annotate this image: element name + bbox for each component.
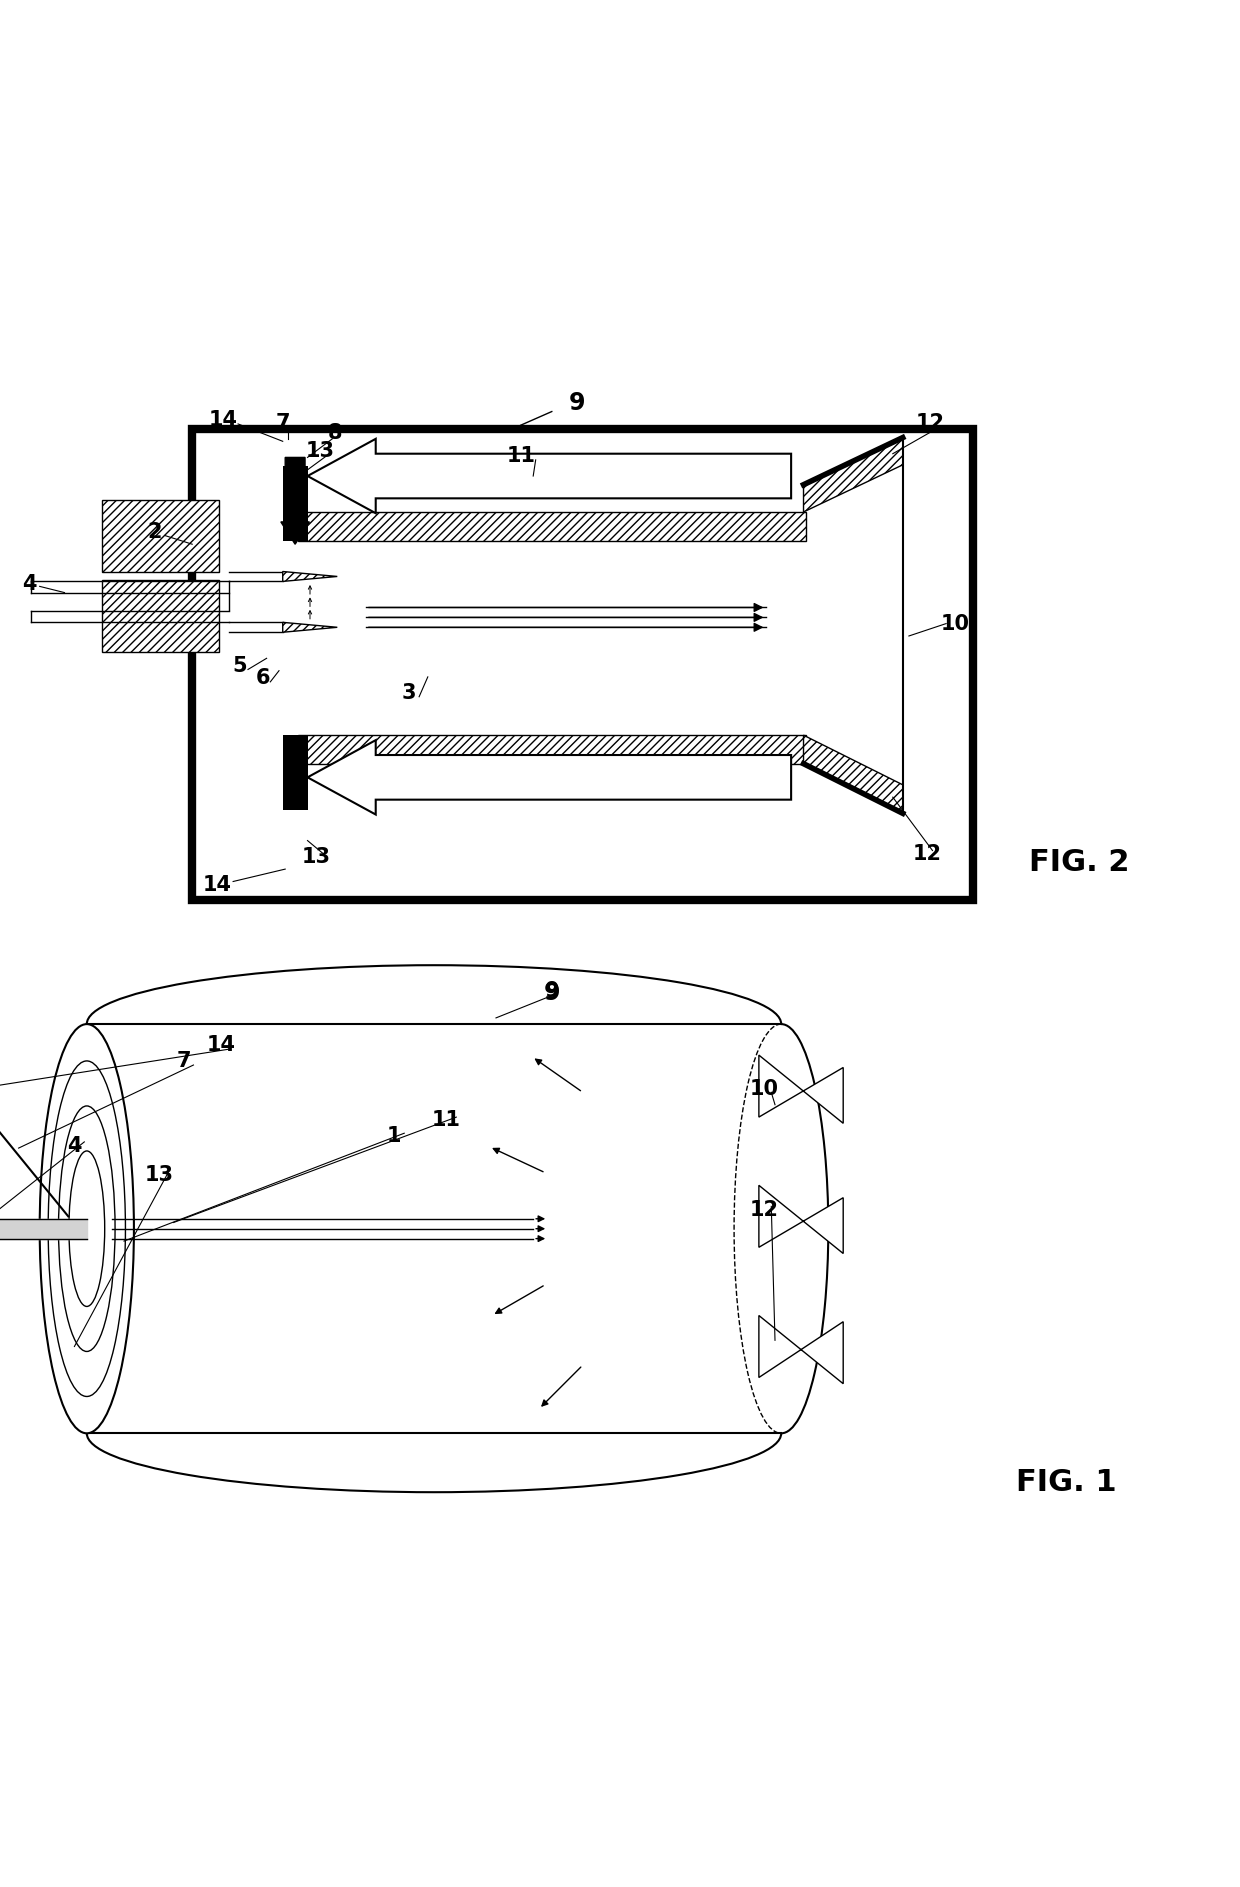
- Text: 10: 10: [749, 1079, 779, 1098]
- Polygon shape: [308, 740, 791, 815]
- Polygon shape: [759, 1185, 843, 1253]
- Text: 9: 9: [543, 981, 560, 1006]
- Text: 5: 5: [232, 657, 247, 676]
- Text: 12: 12: [749, 1200, 779, 1221]
- Text: 14: 14: [202, 876, 232, 894]
- Text: FIG. 1: FIG. 1: [1016, 1468, 1117, 1498]
- FancyArrow shape: [280, 457, 310, 543]
- Text: 9: 9: [568, 391, 585, 415]
- Polygon shape: [283, 572, 337, 581]
- Text: 9: 9: [544, 981, 559, 1000]
- Polygon shape: [298, 511, 806, 540]
- Text: 11: 11: [506, 445, 536, 466]
- Text: 13: 13: [301, 847, 331, 866]
- Text: 7: 7: [176, 1051, 191, 1072]
- Polygon shape: [298, 736, 806, 764]
- Polygon shape: [283, 466, 308, 540]
- Polygon shape: [804, 736, 903, 813]
- Text: 10: 10: [940, 613, 970, 634]
- Text: 6: 6: [255, 668, 270, 689]
- Polygon shape: [102, 579, 219, 653]
- Text: 11: 11: [432, 1110, 461, 1130]
- Polygon shape: [308, 440, 791, 513]
- Polygon shape: [283, 623, 337, 632]
- Polygon shape: [759, 1315, 843, 1383]
- Text: 4: 4: [22, 574, 37, 594]
- Ellipse shape: [40, 1025, 134, 1434]
- Text: 14: 14: [206, 1036, 236, 1055]
- Polygon shape: [759, 1055, 843, 1123]
- Text: 4: 4: [67, 1136, 82, 1155]
- Text: 13: 13: [305, 442, 335, 460]
- Text: 14: 14: [208, 409, 238, 430]
- Polygon shape: [283, 736, 308, 810]
- Text: 3: 3: [402, 683, 417, 704]
- Text: 12: 12: [915, 413, 945, 432]
- Polygon shape: [804, 438, 903, 511]
- Polygon shape: [87, 1025, 781, 1434]
- Text: 12: 12: [913, 843, 942, 864]
- Text: 2: 2: [148, 523, 162, 542]
- Text: 7: 7: [275, 413, 290, 432]
- Polygon shape: [102, 500, 219, 572]
- Text: FIG. 2: FIG. 2: [1028, 849, 1130, 877]
- Text: 8: 8: [327, 423, 342, 443]
- Text: 13: 13: [144, 1166, 174, 1185]
- Text: 1: 1: [387, 1127, 402, 1145]
